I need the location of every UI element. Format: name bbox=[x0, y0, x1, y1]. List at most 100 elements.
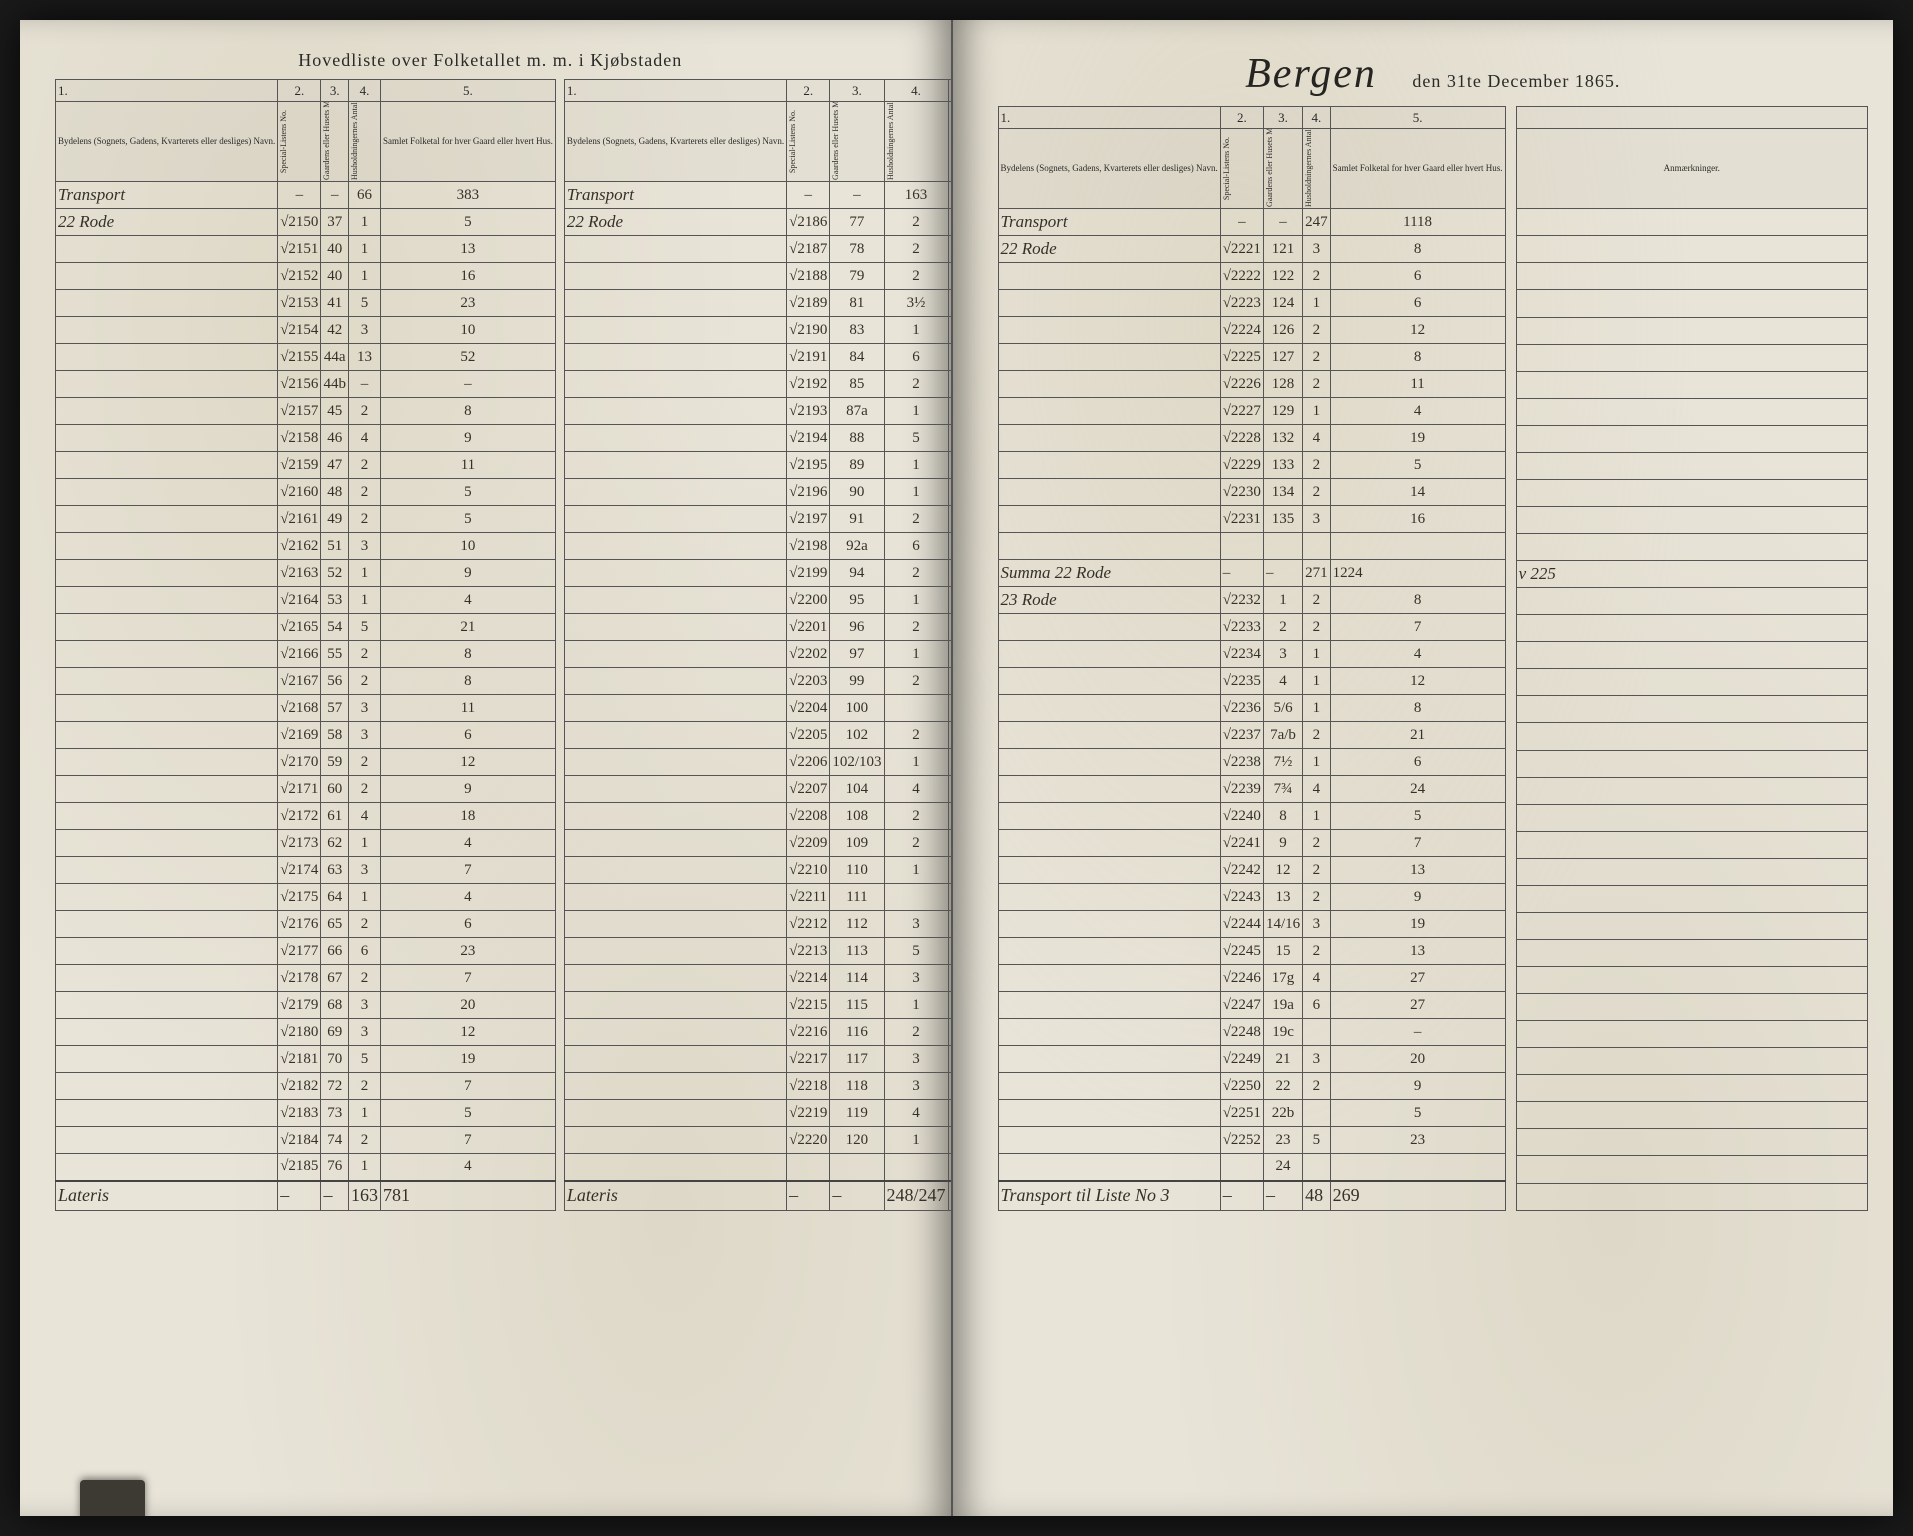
table-row: √2226128211 bbox=[998, 371, 1505, 398]
table-row: √22019627 bbox=[564, 614, 952, 641]
remarks-row bbox=[1516, 994, 1867, 1021]
table-row: √21887924 bbox=[564, 263, 952, 290]
remarks-row bbox=[1516, 1156, 1867, 1183]
remarks-row bbox=[1516, 290, 1867, 317]
table-row: 24 bbox=[998, 1154, 1505, 1181]
table-row: √2234314 bbox=[998, 641, 1505, 668]
colhead-c2: Special-Listens No. bbox=[278, 102, 321, 182]
table-row: √215442310 bbox=[56, 317, 556, 344]
table-row: √225223523 bbox=[998, 1127, 1505, 1154]
table-row: √218170519 bbox=[56, 1046, 556, 1073]
table-row: √224719a627 bbox=[998, 992, 1505, 1019]
colhead-c4: Husholdningernes Antal. bbox=[348, 102, 380, 182]
table-row: 22 Rode√222112138 bbox=[998, 236, 1505, 263]
remarks-row bbox=[1516, 452, 1867, 479]
left-panel-b: 1. 2. 3. 4. 5. Bydelens (Sognets, Gadens… bbox=[564, 79, 953, 1211]
city-name: Bergen bbox=[1245, 50, 1377, 98]
table-row: √2228132419 bbox=[998, 425, 1505, 452]
table-row: √21786727 bbox=[56, 965, 556, 992]
ledger-book: Hovedliste over Folketallet m. m. i Kjøb… bbox=[20, 20, 1893, 1516]
table-row: √21958915 bbox=[564, 452, 952, 479]
table-row: √224414/16319 bbox=[998, 911, 1505, 938]
remarks-row bbox=[1516, 209, 1867, 236]
thumb-tab bbox=[80, 1480, 145, 1516]
table-row: √2206102/10314 bbox=[564, 749, 952, 776]
remarks-row bbox=[1516, 696, 1867, 723]
remarks-row bbox=[1516, 263, 1867, 290]
left-dual-panels: 1. 2. 3. 4. 5. Bydelens (Sognets, Gadens… bbox=[55, 79, 926, 1211]
table-row: √215240116 bbox=[56, 263, 556, 290]
right-page: Bergen den 31te December 1865. 1. 2. 3. … bbox=[953, 20, 1894, 1516]
table-row bbox=[564, 1154, 952, 1181]
left-title: Hovedliste over Folketallet m. m. i Kjøb… bbox=[55, 50, 926, 71]
transport-row: Transport –– 66 383 bbox=[56, 182, 556, 209]
colnum: 3. bbox=[321, 80, 349, 102]
remarks-row bbox=[1516, 642, 1867, 669]
table-row: √21766526 bbox=[56, 911, 556, 938]
table-row: √2240815 bbox=[998, 803, 1505, 830]
lateris-row: Lateris –– 163 781 bbox=[56, 1181, 556, 1211]
table-row: √215947211 bbox=[56, 452, 556, 479]
remarks-row bbox=[1516, 479, 1867, 506]
remarks-row bbox=[1516, 1075, 1867, 1102]
blank-row bbox=[998, 533, 1505, 560]
table-row: √215544a1352 bbox=[56, 344, 556, 371]
table-row: √224819c– bbox=[998, 1019, 1505, 1046]
table-row: √21604825 bbox=[56, 479, 556, 506]
table-row: √2189813½16 bbox=[564, 290, 952, 317]
remarks-row bbox=[1516, 398, 1867, 425]
table-row: √21928526 bbox=[564, 371, 952, 398]
remarks-row bbox=[1516, 912, 1867, 939]
table-row: √222512728 bbox=[998, 344, 1505, 371]
table-row: √21716029 bbox=[56, 776, 556, 803]
table-row: 22 Rode√21503715 bbox=[56, 209, 556, 236]
remarks-row bbox=[1516, 1102, 1867, 1129]
table-row: √225122b5 bbox=[998, 1100, 1505, 1127]
table-row: √224921320 bbox=[998, 1046, 1505, 1073]
table-row: √220510225 bbox=[564, 722, 952, 749]
colhead-c5: Samlet Folketal for hver Gaard eller hve… bbox=[380, 102, 555, 182]
table-row: √22009517 bbox=[564, 587, 952, 614]
remarks-row bbox=[1516, 534, 1867, 561]
table-row: √218069312 bbox=[56, 1019, 556, 1046]
table-row: √2231135316 bbox=[998, 506, 1505, 533]
table-row: √2212112314 bbox=[564, 911, 952, 938]
remarks-head: Anmærkninger. bbox=[1516, 129, 1867, 209]
table-row: √221511517 bbox=[564, 992, 952, 1019]
transport-foot: Transport til Liste No 3 –– 48 269 bbox=[998, 1181, 1505, 1211]
colnum: 5. bbox=[380, 80, 555, 102]
table-row: √221811838 bbox=[564, 1073, 952, 1100]
table-row: √216554521 bbox=[56, 614, 556, 641]
table-row: √219184615 22 bbox=[564, 344, 952, 371]
transport-row: Transport –– 247 1118 bbox=[998, 209, 1505, 236]
table-row: √222212226 bbox=[998, 263, 1505, 290]
table-row: √21665528 bbox=[56, 641, 556, 668]
table-row: √217059212 bbox=[56, 749, 556, 776]
remarks-row bbox=[1516, 506, 1867, 533]
table-row: √219387a17 bbox=[564, 398, 952, 425]
remarks-row bbox=[1516, 939, 1867, 966]
remarks-row bbox=[1516, 967, 1867, 994]
remarks-row bbox=[1516, 669, 1867, 696]
table-row: √216857311 bbox=[56, 695, 556, 722]
table-row: √2230134214 bbox=[998, 479, 1505, 506]
remarks-row bbox=[1516, 750, 1867, 777]
remarks-row bbox=[1516, 1183, 1867, 1210]
remarks-row bbox=[1516, 777, 1867, 804]
remarks-row: v 225 bbox=[1516, 561, 1867, 588]
table-row: √224212213 bbox=[998, 857, 1505, 884]
right-panel: 1. 2. 3. 4. 5. Bydelens (Sognets, Gadens… bbox=[998, 106, 1506, 1211]
table-row: √215644b–– bbox=[56, 371, 556, 398]
remarks-row bbox=[1516, 831, 1867, 858]
remarks-row bbox=[1516, 885, 1867, 912]
table-row: √219690110 bbox=[564, 479, 952, 506]
right-grid: 1. 2. 3. 4. 5. Bydelens (Sognets, Gadens… bbox=[998, 106, 1869, 1211]
table-row: √22502229 bbox=[998, 1073, 1505, 1100]
table-row: 22 Rode√218677211 bbox=[564, 209, 952, 236]
colnum: 2. bbox=[278, 80, 321, 102]
summa-row: Summa 22 Rode –– 271 1224 bbox=[998, 560, 1505, 587]
lateris-row: Lateris –– 248/247 1118 bbox=[564, 1181, 952, 1211]
table-row: √21574528 bbox=[56, 398, 556, 425]
table-row: √2233227 bbox=[998, 614, 1505, 641]
remarks-row bbox=[1516, 317, 1867, 344]
